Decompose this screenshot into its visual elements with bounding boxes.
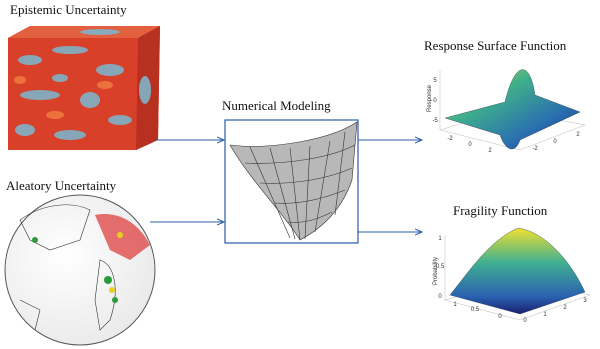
shape [5,195,155,345]
tick-label: 0 [433,98,437,104]
tick-label: 2 [488,148,492,154]
tick-label: 0 [438,294,442,300]
fragility-plot [445,228,590,320]
tick-label: 5 [433,78,437,84]
shape [104,276,112,284]
tick-label: 0.5 [471,307,480,313]
response-plot [440,70,585,150]
shape [97,81,113,89]
axis-label: Probability [433,257,439,285]
body: Epistemic Uncertainty Aleatory Uncertain… [0,0,600,349]
shape [80,92,100,108]
shape [52,74,68,82]
title: Fragility Function [453,203,548,218]
tick-label: 3 [583,298,587,304]
shape [445,70,580,149]
tick-label: 0 [523,318,527,324]
tick-label: 0.5 [436,264,445,270]
page: {"epistemic":{"title":"Epistemic Uncerta… [0,0,600,349]
diagram: Epistemic Uncertainty Aleatory Uncertain… [0,0,600,349]
shape [109,287,115,293]
shape [117,232,123,238]
tick-label: 0 [468,142,472,148]
tick-label: 2 [563,305,567,311]
shape [54,130,86,140]
shape [52,46,88,54]
title: Aleatory Uncertainty [6,178,117,193]
tick-label: -5 [432,118,438,124]
axis-label: Response [427,84,433,112]
shape [32,237,38,243]
shape [112,297,118,303]
cube-image [8,26,160,150]
shape [80,29,120,35]
title: Epistemic Uncertainty [10,2,127,17]
globe-image [5,195,155,345]
shape [46,111,64,119]
shape [20,90,60,100]
shape [14,76,26,84]
shape [139,76,151,104]
tick-label: -2 [447,136,453,142]
tick-label: 1 [438,236,442,242]
tick-label: -2 [532,146,538,152]
tick-label: 2 [576,132,580,138]
shape [108,115,132,125]
title: Numerical Modeling [222,98,331,113]
tick-label: 0 [553,139,557,145]
shape [18,55,42,65]
tick-label: 1 [543,312,547,318]
title: Response Surface Function [424,38,567,53]
shape [96,64,124,76]
shape [450,228,585,314]
shape [15,124,35,136]
